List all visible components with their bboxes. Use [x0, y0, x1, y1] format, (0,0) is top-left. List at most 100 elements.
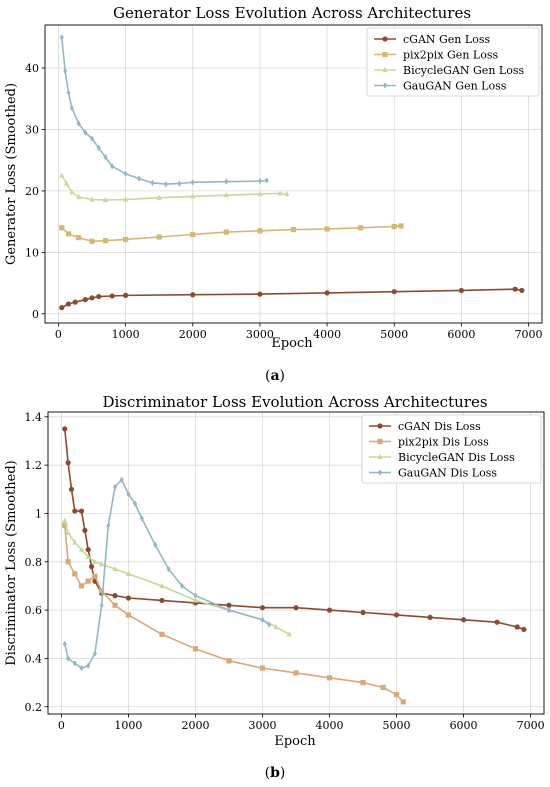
data-point — [125, 612, 132, 618]
data-point — [259, 665, 266, 671]
plot-frame — [47, 411, 545, 715]
series-pix2pix-dis-loss — [62, 522, 406, 705]
data-point — [257, 291, 263, 297]
data-point — [360, 679, 366, 686]
data-point — [78, 508, 85, 514]
data-point — [68, 486, 75, 492]
data-point — [293, 605, 299, 611]
series-lines — [62, 426, 527, 705]
data-point — [150, 179, 155, 187]
data-point — [122, 196, 129, 202]
data-point — [358, 225, 364, 231]
data-point — [88, 564, 95, 570]
plot-frame — [44, 24, 543, 324]
y-tick-label: 30 — [25, 123, 39, 136]
data-point — [159, 631, 165, 637]
y-tick-label: 1 — [35, 507, 42, 520]
legend-item: pix2pix Gen Loss — [374, 49, 498, 62]
data-point — [112, 593, 118, 599]
data-point — [59, 225, 65, 231]
data-point — [113, 483, 118, 491]
data-point — [326, 675, 333, 681]
data-point — [224, 178, 229, 185]
x-tick-label: 5000 — [383, 719, 411, 732]
figure-caption: (a) — [265, 368, 285, 384]
legend-item: BicycleGAN Dis Loss — [369, 451, 515, 464]
data-point — [380, 684, 386, 691]
y-tick-label: 0.6 — [25, 604, 43, 617]
data-point — [65, 231, 72, 237]
data-point — [89, 196, 95, 202]
data-point — [286, 631, 292, 637]
series-bicyclegan-gen-loss — [59, 172, 290, 203]
x-axis-label: Epoch — [274, 734, 316, 749]
legend-item: BicycleGAN Gen Loss — [374, 64, 524, 77]
data-point — [92, 573, 98, 579]
data-point — [72, 299, 78, 305]
data-point — [89, 295, 95, 301]
x-tick-label: 1000 — [112, 328, 140, 341]
data-point — [122, 236, 129, 243]
y-tick-label: 0.4 — [25, 652, 43, 665]
data-point — [153, 541, 158, 549]
legend: cGAN Gen Loss pix2pix Gen Loss BicycleGAN … — [366, 27, 540, 97]
data-point — [110, 163, 115, 170]
data-point — [106, 522, 111, 529]
data-point — [267, 621, 272, 628]
data-point — [85, 547, 91, 553]
x-tick-label: 7000 — [515, 328, 543, 341]
data-point — [72, 571, 78, 577]
data-point — [190, 292, 196, 298]
data-point — [90, 135, 95, 142]
data-point — [226, 602, 232, 608]
x-tick-label: 0 — [58, 719, 65, 732]
data-point — [190, 231, 196, 238]
data-point — [393, 612, 400, 618]
legend-label: BicycleGAN Gen Loss — [403, 64, 524, 77]
data-point — [65, 460, 71, 466]
legend-item: GauGAN Gen Loss — [374, 80, 507, 93]
data-point — [360, 609, 366, 616]
data-point — [521, 626, 527, 633]
x-tick-label: 2000 — [179, 328, 207, 341]
data-point — [79, 664, 84, 672]
legend-label: GauGAN Dis Loss — [398, 467, 497, 480]
data-point — [273, 623, 279, 630]
y-tick-label: 20 — [25, 185, 39, 198]
data-point — [427, 614, 433, 620]
data-point — [92, 558, 98, 564]
data-point — [92, 650, 97, 657]
data-point — [59, 172, 65, 178]
data-point — [123, 170, 128, 177]
data-point — [177, 180, 182, 187]
legend-label: cGAN Dis Loss — [398, 420, 481, 433]
data-point — [257, 190, 263, 197]
data-point — [66, 89, 71, 96]
data-point — [59, 305, 65, 311]
data-point — [78, 583, 85, 589]
x-tick-label: 0 — [55, 328, 62, 341]
series-gaugan-gen-loss — [59, 34, 269, 188]
legend-item: cGAN Gen Loss — [374, 33, 490, 46]
series-lines — [59, 34, 525, 311]
y-tick-label: 0.2 — [25, 701, 43, 714]
data-point — [76, 120, 81, 127]
y-tick-label: 40 — [25, 62, 39, 75]
data-point — [72, 539, 78, 545]
data-point — [166, 565, 171, 573]
data-point — [223, 229, 229, 235]
data-point — [290, 227, 297, 233]
data-point — [393, 692, 400, 698]
data-point — [293, 670, 299, 676]
series-pix2pix-gen-loss — [59, 223, 404, 244]
data-point — [62, 640, 67, 648]
data-point — [85, 553, 91, 560]
data-point — [59, 34, 64, 41]
data-point — [193, 592, 198, 599]
x-tick-label: 4000 — [316, 719, 344, 732]
data-point — [391, 289, 397, 295]
chart-title: Generator Loss Evolution Across Architec… — [113, 4, 471, 22]
data-point — [259, 605, 266, 611]
data-point — [391, 223, 397, 230]
data-point — [514, 624, 520, 630]
